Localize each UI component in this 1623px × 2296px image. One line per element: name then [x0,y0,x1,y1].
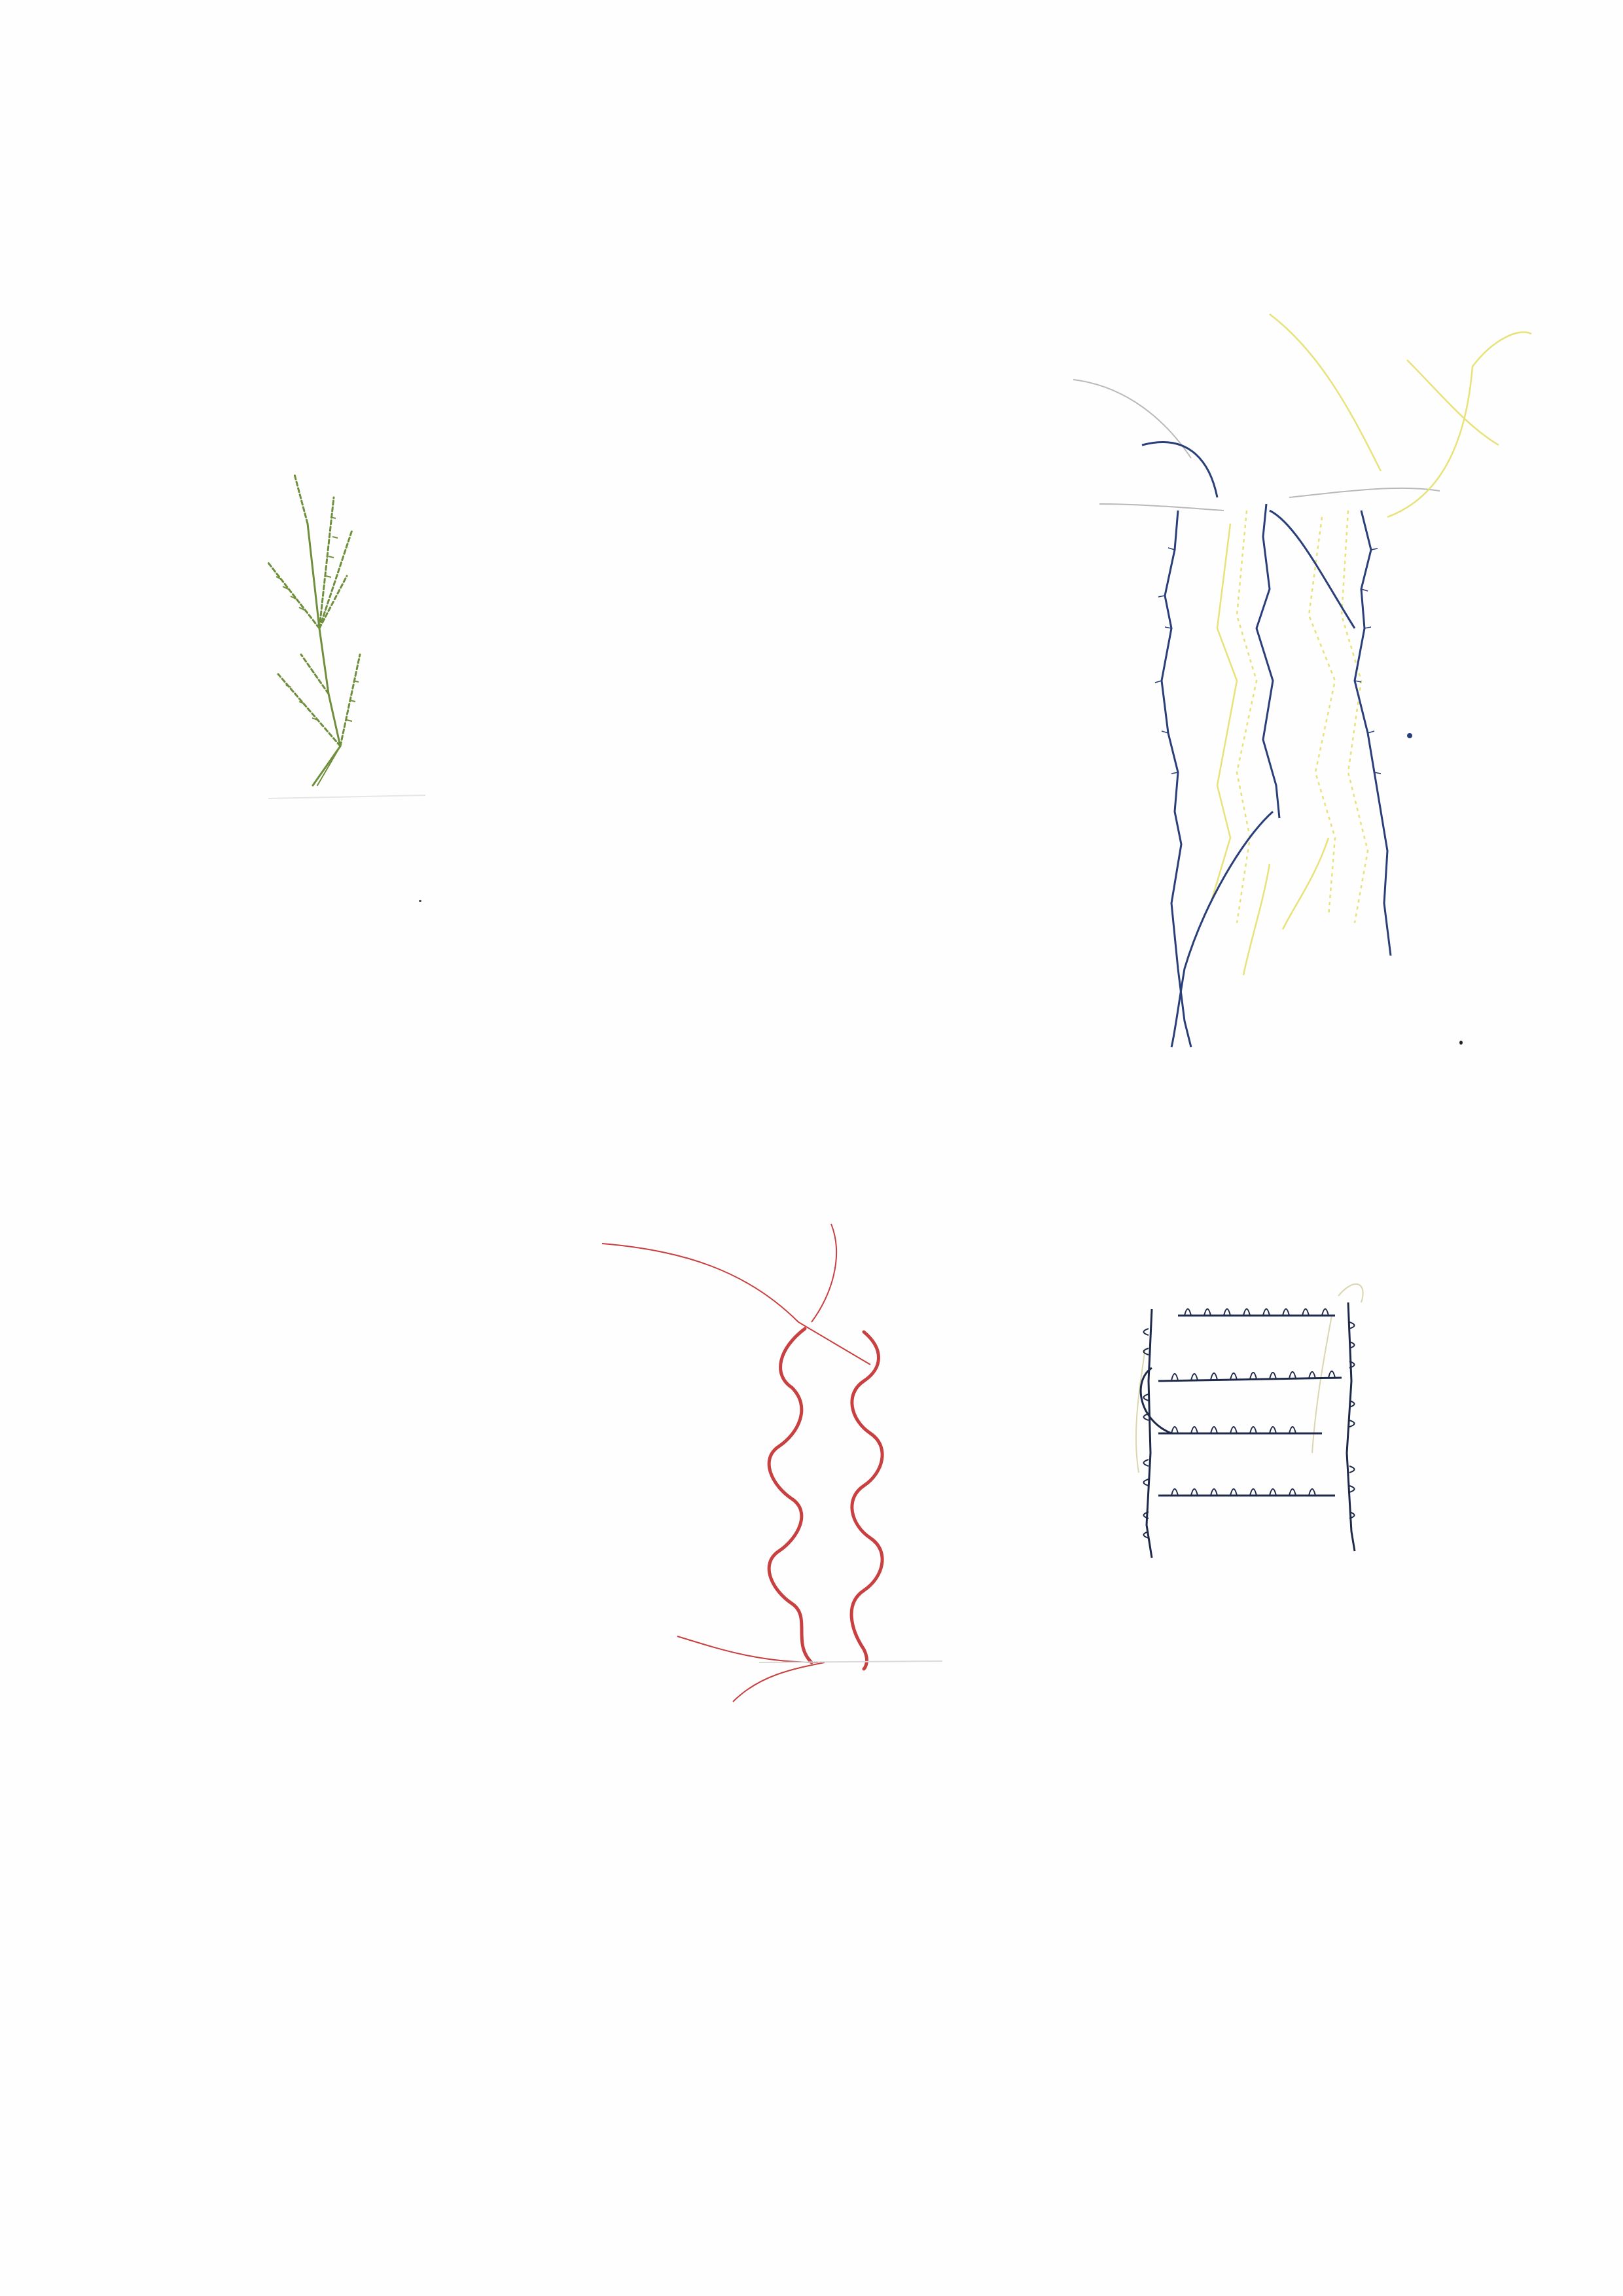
loose-thread [677,1636,819,1663]
right-wave [849,1330,884,1671]
red-wave-ladder-stitch [601,1217,969,1728]
loose-thread [811,1223,837,1323]
sprig-tail [317,745,341,786]
sprig-stem [306,522,342,787]
navy-ladder-drawing [1135,1283,1364,1558]
figure-right-outline [1353,510,1392,956]
blue-yellow-figure-drawing [1073,314,1532,1048]
loose-thread [1141,441,1219,498]
sprig-branch [318,496,335,630]
loose-thread [601,1243,871,1365]
navy-ladder-stitch [1073,1237,1400,1604]
green-sprig-stitch [242,471,438,812]
sprig-branch [293,473,309,525]
green-sprig-drawing [267,473,426,799]
loose-thread [732,1662,825,1702]
loose-thread [1269,509,1356,629]
ink-speck [419,900,421,902]
ladder-rung [1158,1376,1342,1382]
left-wave [767,1327,813,1664]
red-wave-ladder-drawing [601,1223,943,1702]
loose-thread [1139,1367,1172,1435]
ink-speck [1407,733,1412,738]
sprig-branch [318,529,353,630]
sprig-branch [300,653,330,695]
ladder-right-rail [1346,1302,1356,1552]
ladder-left-rail [1145,1308,1153,1558]
sprig-branch [277,673,342,747]
sprig-branch [318,575,348,630]
sprig-branch [267,562,321,630]
blue-yellow-figure-stitch [1073,314,1532,1048]
ink-speck [1459,1041,1463,1045]
figure-center-outline [1255,503,1281,819]
figure-left-outline [1160,510,1192,1048]
loose-thread [1170,810,1274,1048]
